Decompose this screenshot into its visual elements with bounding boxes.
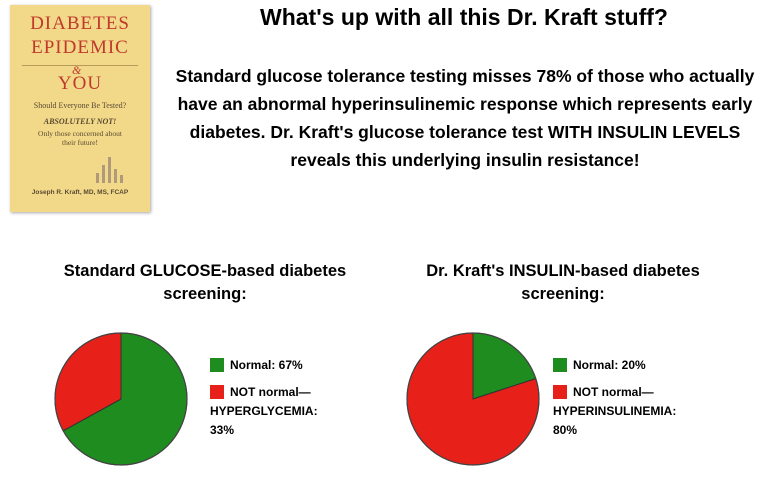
legend-swatch-abnormal <box>553 385 567 399</box>
book-ampersand: & <box>72 63 82 77</box>
legend-item-normal: Normal: 20% <box>553 358 733 373</box>
legend-item-abnormal: NOT normal— HYPERGLYCEMIA: 33% <box>210 385 370 438</box>
book-title-line-2: EPIDEMIC <box>31 37 129 58</box>
headline: What's up with all this Dr. Kraft stuff? <box>260 4 668 30</box>
legend-label-normal: Normal: 67% <box>230 358 303 372</box>
legend-label-abnormal-line1: NOT normal— <box>230 385 311 399</box>
book-cover: DIABETES EPIDEMIC & YOU Should Everyone … <box>10 5 150 212</box>
chart-title-insulin: Dr. Kraft's INSULIN-based diabetes scree… <box>426 262 700 303</box>
legend-insulin: Normal: 20% NOT normal— HYPERINSULINEMIA… <box>553 358 733 438</box>
pie-outline <box>406 332 540 466</box>
legend-label-abnormal-line1: NOT normal— <box>573 385 654 399</box>
legend-glucose: Normal: 67% NOT normal— HYPERGLYCEMIA: 3… <box>210 358 370 438</box>
book-author: Joseph R. Kraft, MD, MS, FCAP <box>31 189 129 196</box>
legend-label-abnormal-line2: HYPERINSULINEMIA: <box>553 404 677 418</box>
legend-label-abnormal-line3: 33% <box>210 423 235 437</box>
legend-swatch-normal <box>210 358 224 372</box>
legend-item-abnormal: NOT normal— HYPERINSULINEMIA: 80% <box>553 385 733 438</box>
book-rule <box>22 65 138 66</box>
legend-item-normal: Normal: 67% <box>210 358 370 373</box>
chart-title-glucose: Standard GLUCOSE-based diabetes screenin… <box>63 262 347 303</box>
pie-chart-insulin <box>406 332 540 466</box>
pie-chart-glucose <box>54 332 188 466</box>
legend-label-normal: Normal: 20% <box>573 358 646 372</box>
legend-swatch-abnormal <box>210 385 224 399</box>
book-title-line-1: DIABETES <box>30 13 130 34</box>
book-bar-graphic <box>94 155 124 183</box>
pie-outline <box>54 332 188 466</box>
book-answer: ABSOLUTELY NOT! <box>43 117 117 126</box>
intro-paragraph: Standard glucose tolerance testing misse… <box>175 66 755 170</box>
book-question: Should Everyone Be Tested? <box>33 101 127 110</box>
legend-label-abnormal-line2: HYPERGLYCEMIA: <box>210 404 318 418</box>
legend-swatch-normal <box>553 358 567 372</box>
legend-label-abnormal-line3: 80% <box>553 423 578 437</box>
book-title-line-3: YOU <box>57 73 103 94</box>
book-subline: Only those concerned about their future! <box>38 129 122 147</box>
